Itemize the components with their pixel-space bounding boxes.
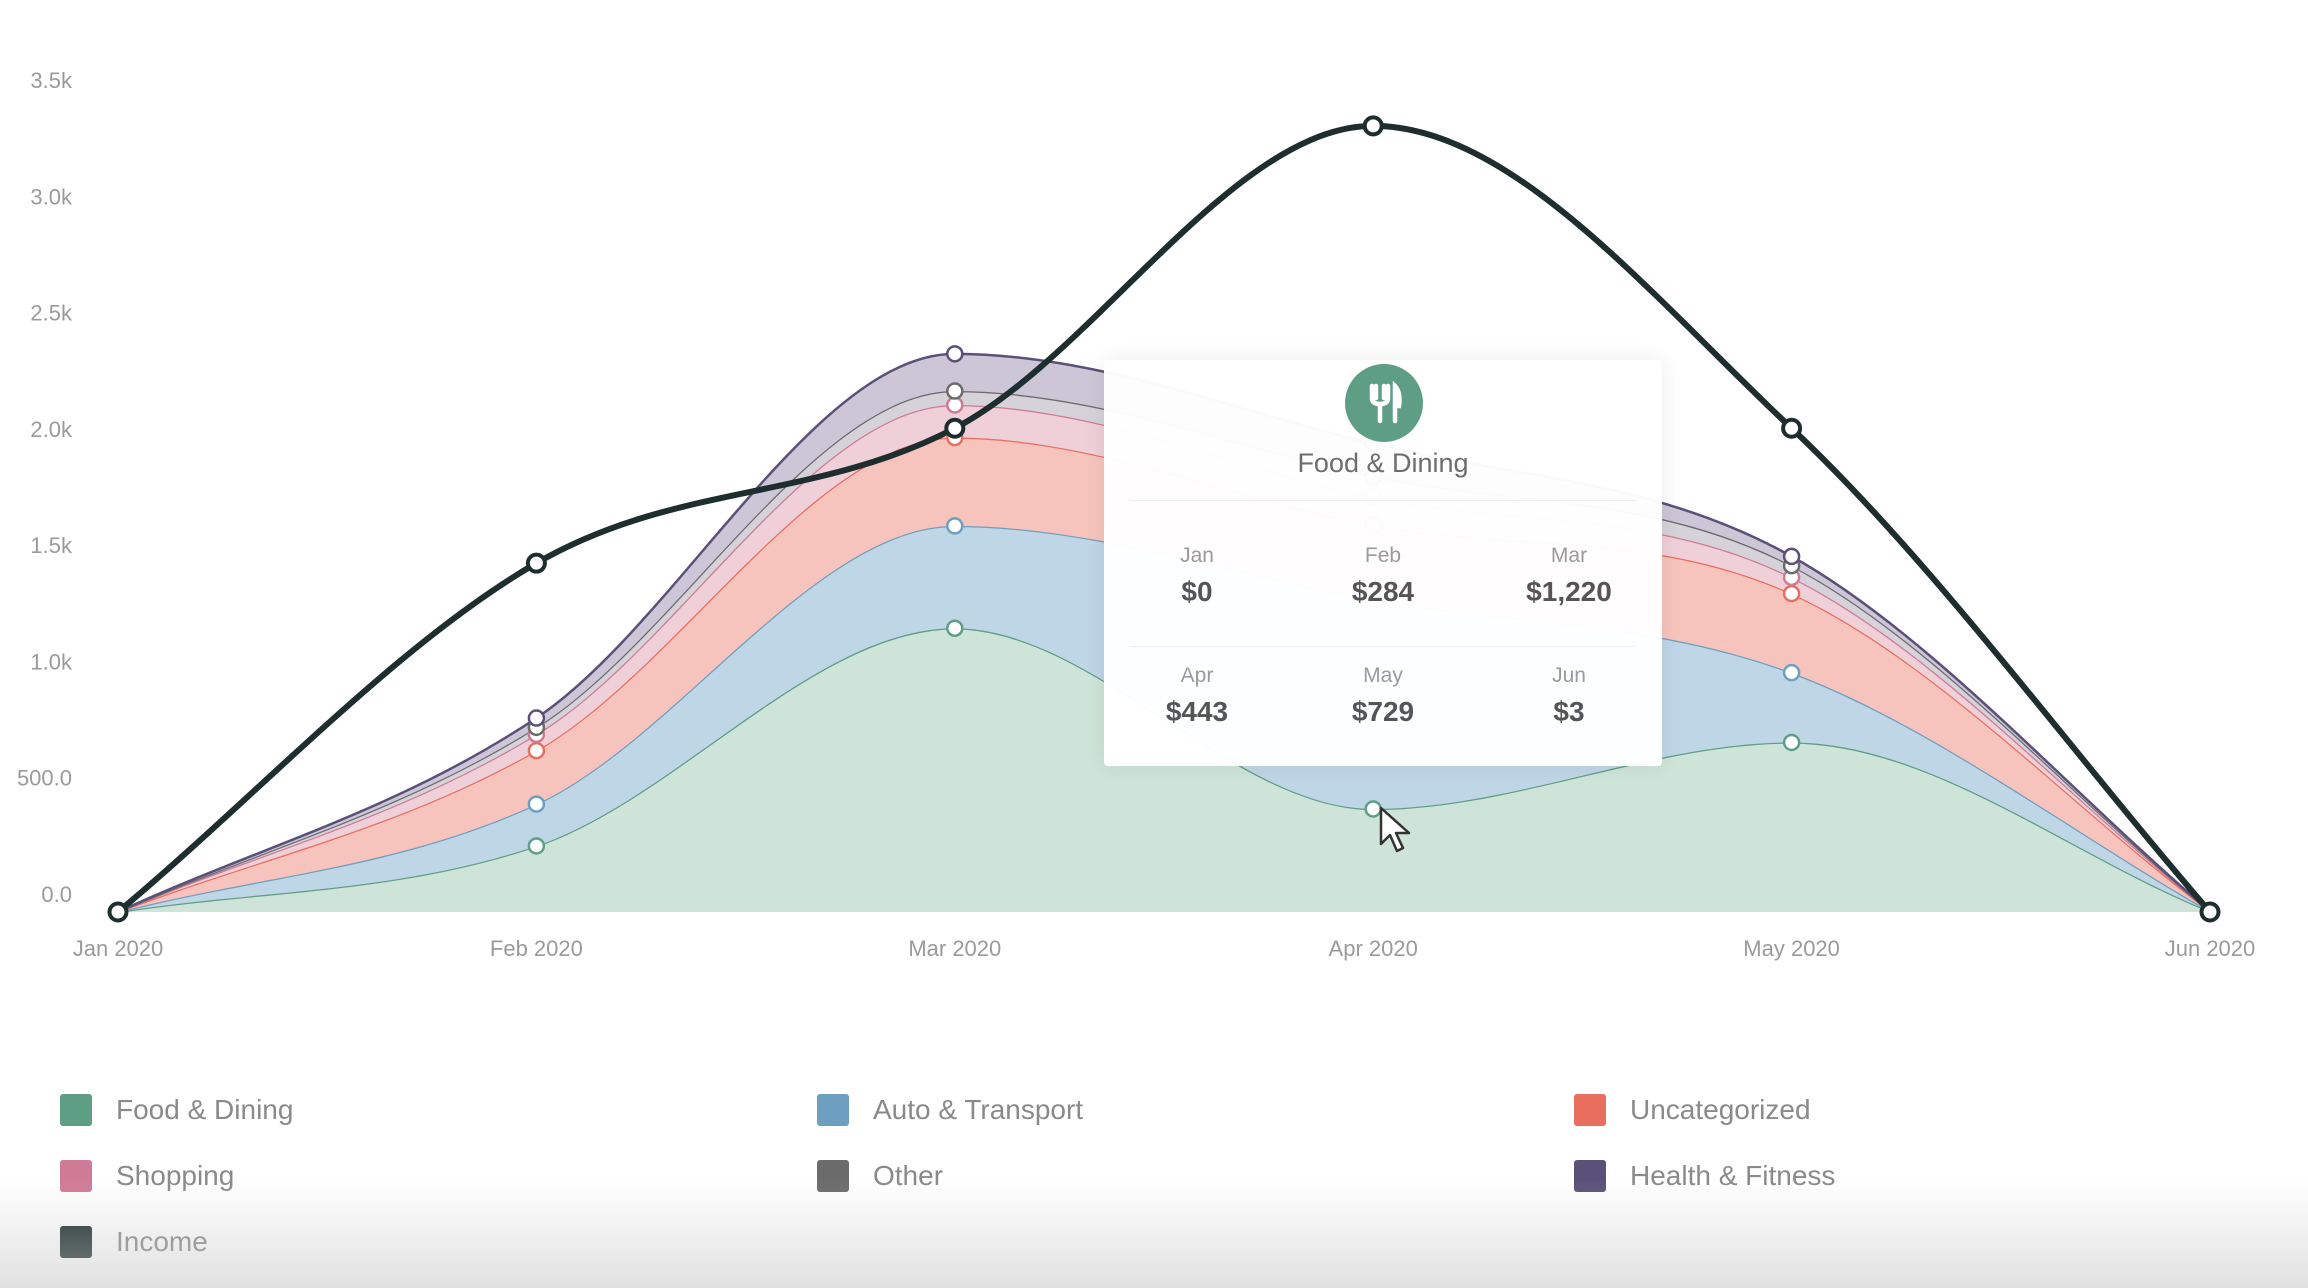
tooltip-month: Feb bbox=[1364, 544, 1402, 567]
area-food-dining[interactable] bbox=[118, 628, 2210, 912]
tooltip-cell-apr: Apr $443 bbox=[1104, 650, 1290, 770]
tooltip-cell-mar: Mar $1,220 bbox=[1476, 530, 1662, 650]
tooltip-value: $729 bbox=[1351, 696, 1415, 727]
point-food-dining[interactable] bbox=[527, 837, 546, 855]
income-line-layer bbox=[115, 122, 2213, 915]
chart-legend: Food & Dining Auto & Transport Uncategor… bbox=[0, 1070, 2308, 1288]
tooltip-cell-may: May $729 bbox=[1290, 650, 1476, 770]
tooltip-cell-jan: Jan $0 bbox=[1104, 530, 1290, 650]
tooltip-month: May bbox=[1363, 664, 1403, 687]
legend-swatch bbox=[817, 1160, 849, 1192]
legend-item-other[interactable]: Other bbox=[817, 1156, 943, 1196]
y-tick-label: 500.0 bbox=[17, 766, 72, 791]
legend-item-auto-transport[interactable]: Auto & Transport bbox=[817, 1090, 1083, 1130]
legend-item-food-dining[interactable]: Food & Dining bbox=[60, 1090, 293, 1130]
y-tick-label: 1.5k bbox=[30, 533, 73, 558]
point-auto-transport[interactable] bbox=[946, 517, 964, 535]
data-points bbox=[107, 115, 2221, 923]
point-uncategorized[interactable] bbox=[527, 741, 546, 760]
y-tick-label: 3.0k bbox=[30, 184, 73, 209]
tooltip-values-grid: Jan $0 Feb $284 Mar $1,220 Apr $443 May … bbox=[1104, 530, 1662, 770]
y-tick-label: 2.0k bbox=[30, 417, 73, 442]
point-uncategorized[interactable] bbox=[1782, 584, 1801, 603]
x-tick-label: Feb 2020 bbox=[490, 936, 583, 961]
legend-swatch bbox=[1574, 1160, 1606, 1192]
tooltip-title: Food & Dining bbox=[1297, 448, 1469, 478]
legend-label: Shopping bbox=[116, 1160, 235, 1191]
tooltip-value: $0 bbox=[1181, 576, 1213, 607]
x-tick-label: Jun 2020 bbox=[2165, 936, 2256, 961]
tooltip-cell-jun: Jun $3 bbox=[1476, 650, 1662, 770]
tooltip-divider bbox=[1130, 500, 1636, 501]
legend-swatch bbox=[60, 1094, 92, 1126]
tooltip-value: $284 bbox=[1351, 576, 1415, 607]
point-auto-transport[interactable] bbox=[527, 795, 546, 813]
point-income[interactable] bbox=[107, 901, 129, 923]
legend-label: Food & Dining bbox=[116, 1094, 294, 1125]
legend-label: Other bbox=[873, 1160, 944, 1191]
legend-label: Auto & Transport bbox=[873, 1094, 1084, 1125]
point-income[interactable] bbox=[1362, 115, 1384, 137]
tooltip-month: Apr bbox=[1180, 664, 1214, 687]
fork-knife-icon bbox=[1345, 364, 1423, 442]
legend-label: Uncategorized bbox=[1630, 1094, 1811, 1125]
income-line[interactable] bbox=[115, 122, 2213, 915]
legend-swatch bbox=[1574, 1094, 1606, 1126]
legend-item-shopping[interactable]: Shopping bbox=[60, 1156, 234, 1196]
tooltip-month: Mar bbox=[1550, 544, 1588, 567]
legend-item-uncategorized[interactable]: Uncategorized bbox=[1574, 1090, 1811, 1130]
point-auto-transport[interactable] bbox=[1782, 663, 1801, 682]
point-income[interactable] bbox=[1781, 417, 1803, 439]
tooltip-divider bbox=[1130, 646, 1636, 647]
x-tick-label: Mar 2020 bbox=[908, 936, 1001, 961]
y-axis-ticks: 0.0 500.0 1.0k 1.5k 2.0k 2.5k 3.0k 3.5k bbox=[17, 68, 73, 907]
point-health-fitness[interactable] bbox=[946, 345, 964, 363]
point-food-dining[interactable] bbox=[946, 619, 964, 638]
y-tick-label: 3.5k bbox=[30, 68, 73, 93]
point-income[interactable] bbox=[2199, 901, 2221, 923]
point-income[interactable] bbox=[525, 552, 547, 574]
x-tick-label: Jan 2020 bbox=[73, 936, 164, 961]
legend-item-health-fitness[interactable]: Health & Fitness bbox=[1574, 1156, 1835, 1196]
x-tick-label: Apr 2020 bbox=[1329, 936, 1418, 961]
y-tick-label: 0.0 bbox=[41, 882, 72, 907]
tooltip-cell-feb: Feb $284 bbox=[1290, 530, 1476, 650]
y-tick-label: 1.0k bbox=[30, 649, 73, 674]
x-tick-label: May 2020 bbox=[1743, 936, 1840, 961]
y-tick-label: 2.5k bbox=[30, 301, 73, 326]
tooltip-month: Jan bbox=[1180, 544, 1214, 567]
x-axis-ticks: Jan 2020 Feb 2020 Mar 2020 Apr 2020 May 2020… bbox=[73, 936, 2256, 961]
legend-label: Health & Fitness bbox=[1630, 1160, 1836, 1191]
tooltip-value: $3 bbox=[1553, 696, 1585, 727]
point-income[interactable] bbox=[944, 417, 966, 439]
point-health-fitness[interactable] bbox=[527, 709, 546, 727]
legend-swatch bbox=[60, 1226, 92, 1258]
legend-swatch bbox=[60, 1160, 92, 1192]
legend-item-income[interactable]: Income bbox=[60, 1222, 208, 1262]
tooltip-month: Jun bbox=[1552, 664, 1586, 687]
mouse-cursor-icon bbox=[1379, 806, 1411, 853]
point-health-fitness[interactable] bbox=[1782, 547, 1801, 566]
legend-swatch bbox=[817, 1094, 849, 1126]
point-other[interactable] bbox=[946, 382, 964, 400]
tooltip-food-dining: Food & Dining Jan $0 Feb $284 Mar $1,220… bbox=[1104, 360, 1662, 766]
tooltip-value: $443 bbox=[1165, 696, 1229, 727]
legend-label: Income bbox=[116, 1226, 208, 1257]
point-food-dining[interactable] bbox=[1782, 733, 1801, 752]
tooltip-value: $1,220 bbox=[1526, 576, 1612, 607]
